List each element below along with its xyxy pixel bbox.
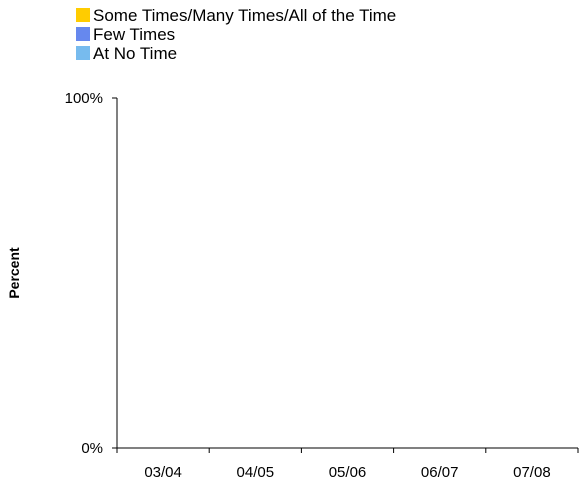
x-tick-label-2: 05/06 — [329, 464, 367, 481]
legend: Some Times/Many Times/All of the TimeFew… — [76, 6, 396, 63]
y-tick-label-1: 0% — [81, 440, 103, 457]
legend-label-0: Some Times/Many Times/All of the Time — [93, 6, 396, 25]
x-tick-label-3: 06/07 — [421, 464, 459, 481]
legend-swatch-0 — [76, 8, 90, 22]
legend-label-1: Few Times — [93, 25, 175, 44]
legend-swatch-1 — [76, 27, 90, 41]
y-tick-label-0: 100% — [65, 90, 103, 107]
x-tick-label-0: 03/04 — [144, 464, 182, 481]
legend-swatch-2 — [76, 46, 90, 60]
y-axis-title: Percent — [6, 247, 22, 299]
ticks: 100% 0% 03/04 04/05 05/06 06/07 07/08 — [65, 90, 579, 481]
x-tick-label-1: 04/05 — [237, 464, 275, 481]
axes — [116, 98, 578, 449]
x-tick-label-4: 07/08 — [513, 464, 551, 481]
legend-label-2: At No Time — [93, 44, 177, 63]
